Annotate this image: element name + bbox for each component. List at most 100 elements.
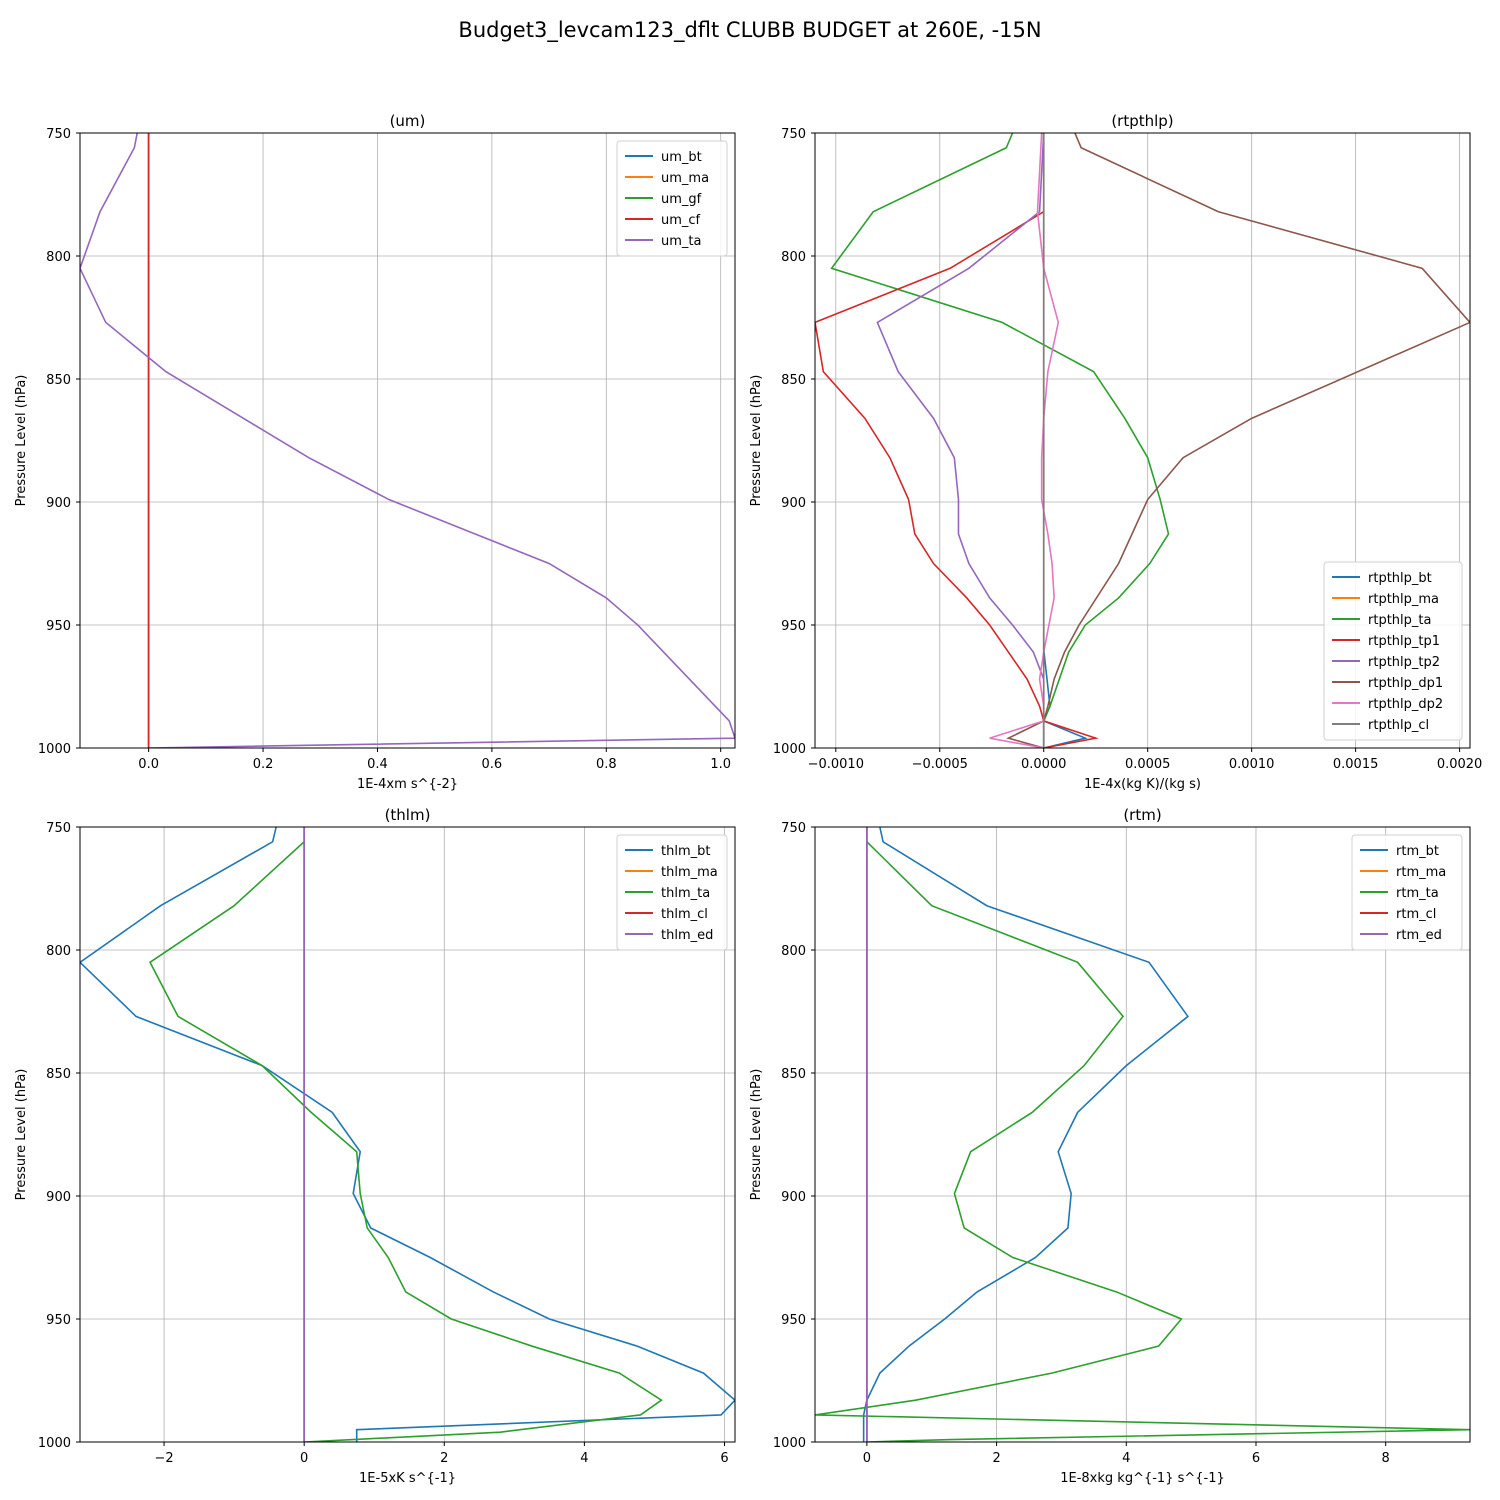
series-line-rtpthlp-dp1 [1006,133,1470,748]
x-tick-label: 0.0015 [1333,757,1379,772]
x-tick-label: 4 [1122,1451,1130,1466]
legend-label-rtm-bt: rtm_bt [1396,844,1439,859]
y-tick-label: 950 [46,1313,71,1328]
legend-label-thlm-ma: thlm_ma [661,865,718,880]
x-tick-label: 8 [1382,1451,1390,1466]
figure-title: Budget3_levcam123_dflt CLUBB BUDGET at 2… [458,18,1041,43]
panel-um: 0.0 0.2 0.4 0.6 0.8 1.0 750 800 850 900 950 1000 (um… [14,112,736,792]
y-tick-label: 850 [46,373,71,388]
x-tick-label: 0 [300,1451,308,1466]
x-tick-label: −0.0005 [912,757,968,772]
legend: um_bt um_ma um_gf um_cf um_ta [616,140,728,257]
plot-frame [79,826,736,1443]
legend-box [616,834,728,951]
x-tick-label: 0.6 [482,757,503,772]
x-tick-label: 0.0010 [1229,757,1275,772]
legend-label-rtm-ma: rtm_ma [1396,865,1446,880]
series-line-rtm-ta [815,841,1470,1442]
y-tick-label: 750 [781,821,806,836]
legend-label-thlm-cl: thlm_cl [661,907,708,922]
legend-label-rtpthlp-cl: rtpthlp_cl [1368,718,1429,733]
x-tick-label: 2 [440,1451,448,1466]
legend-box [1351,834,1463,951]
plot-frame [814,826,1471,1443]
x-tick-label: 1.0 [710,757,731,772]
x-tick-label: 0.0000 [1021,757,1067,772]
panel-thlm: −2 0 2 4 6 750 800 850 900 950 1000 (thlm) 1E-5xK s^… [14,806,736,1486]
series-line-thlm-ta [149,841,663,1442]
legend: rtm_bt rtm_ma rtm_ta rtm_cl rtm_ed [1351,834,1463,951]
series-line-thlm-bt [80,827,735,1442]
y-tick-label: 750 [46,127,71,142]
legend-label-um-bt: um_bt [661,150,702,165]
x-axis-label: 1E-4x(kg K)/(kg s) [1084,777,1201,792]
legend-box [1323,561,1463,741]
legend-label-rtm-ed: rtm_ed [1396,928,1442,943]
x-tick-label: 4 [580,1451,588,1466]
legend-label-rtm-ta: rtm_ta [1396,886,1439,901]
x-axis-label: 1E-5xK s^{-1} [359,1471,456,1486]
x-tick-label: −2 [154,1451,173,1466]
legend-label-rtm-cl: rtm_cl [1396,907,1436,922]
y-tick-label: 850 [781,1067,806,1082]
legend-label-rtpthlp-dp1: rtpthlp_dp1 [1368,676,1443,691]
x-tick-label: 0.0005 [1125,757,1171,772]
legend-label-rtpthlp-tp1: rtpthlp_tp1 [1368,634,1440,649]
x-tick-label: 0.8 [596,757,617,772]
panel-rtpthlp: −0.0010 −0.0005 0.0000 0.0005 0.0010 0.0015 0.… [749,112,1482,792]
y-tick-label: 1000 [773,1436,806,1451]
legend-label-um-ta: um_ta [661,234,701,249]
x-tick-label: 6 [1252,1451,1260,1466]
y-tick-label: 800 [781,250,806,265]
y-axis-label: Pressure Level (hPa) [749,375,764,507]
legend-label-thlm-ed: thlm_ed [661,928,713,943]
legend: thlm_bt thlm_ma thlm_ta thlm_cl thlm_ed [616,834,728,951]
panel-rtm: 0 2 4 6 8 750 800 850 900 950 1000 (rtm) 1E-8xkg kg^… [749,806,1471,1486]
y-tick-label: 750 [46,821,71,836]
legend-label-thlm-ta: thlm_ta [661,886,710,901]
y-tick-label: 1000 [773,742,806,757]
y-tick-label: 800 [781,944,806,959]
panel-title: (rtpthlp) [1111,112,1173,130]
y-tick-label: 900 [781,1190,806,1205]
y-tick-label: 900 [46,1190,71,1205]
legend-label-um-cf: um_cf [661,213,701,228]
series-line-rtpthlp-tp2 [876,133,1045,748]
series-line-rtpthlp-dp2 [989,133,1060,748]
y-tick-label: 850 [781,373,806,388]
x-tick-label: 6 [720,1451,728,1466]
series-line-rtpthlp-tp1 [815,211,1099,748]
x-tick-label: 0.4 [367,757,388,772]
y-tick-label: 900 [781,496,806,511]
series-line-rtpthlp-bt [1042,133,1088,748]
y-axis-label: Pressure Level (hPa) [14,1069,29,1201]
y-tick-label: 950 [781,619,806,634]
series-line-rtpthlp-ta [830,133,1170,748]
y-axis-label: Pressure Level (hPa) [749,1069,764,1201]
panel-title: (um) [390,112,426,130]
legend-label-um-gf: um_gf [661,192,702,207]
y-tick-label: 800 [46,250,71,265]
series-line-rtm-bt [862,827,1189,1442]
x-tick-label: −0.0010 [808,757,864,772]
legend-label-rtpthlp-bt: rtpthlp_bt [1368,571,1432,586]
legend-label-um-ma: um_ma [661,171,709,186]
y-axis-label: Pressure Level (hPa) [14,375,29,507]
y-tick-label: 1000 [38,1436,71,1451]
legend: rtpthlp_bt rtpthlp_ma rtpthlp_ta rtpthlp_tp… [1323,561,1463,741]
x-tick-label: 0.0020 [1437,757,1483,772]
x-axis-label: 1E-4xm s^{-2} [357,777,458,792]
plot-frame [814,132,1471,749]
x-tick-label: 0 [863,1451,871,1466]
x-tick-label: 0.2 [253,757,274,772]
y-tick-label: 1000 [38,742,71,757]
legend-label-rtpthlp-dp2: rtpthlp_dp2 [1368,697,1443,712]
x-tick-label: 2 [992,1451,1000,1466]
y-tick-label: 750 [781,127,806,142]
y-tick-label: 950 [46,619,71,634]
y-tick-label: 800 [46,944,71,959]
legend-label-rtpthlp-ma: rtpthlp_ma [1368,592,1439,607]
y-tick-label: 850 [46,1067,71,1082]
panel-title: (thlm) [385,806,431,824]
